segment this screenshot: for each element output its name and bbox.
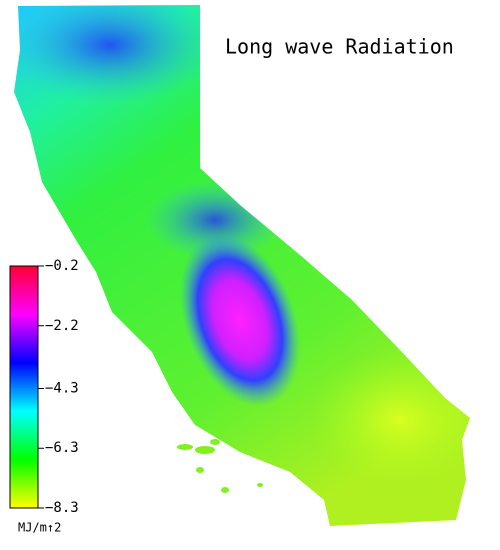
colorbar-tick-label: −0.2 — [45, 258, 79, 274]
map-title: Long wave Radiation — [225, 35, 454, 59]
colorbar-tick-label: −2.2 — [45, 318, 79, 334]
california-map — [14, 5, 470, 526]
colorbar-tick-label: −6.3 — [45, 440, 79, 456]
colorbar: −0.2 −2.2 −4.3 −6.3 −8.3 — [9, 258, 79, 516]
colorbar-tick-label: −8.3 — [45, 500, 79, 516]
colorbar-scale — [9, 265, 39, 509]
colorbar-tick-label: −4.3 — [45, 380, 79, 396]
colorbar-unit: MJ/m↑2 — [18, 521, 61, 535]
